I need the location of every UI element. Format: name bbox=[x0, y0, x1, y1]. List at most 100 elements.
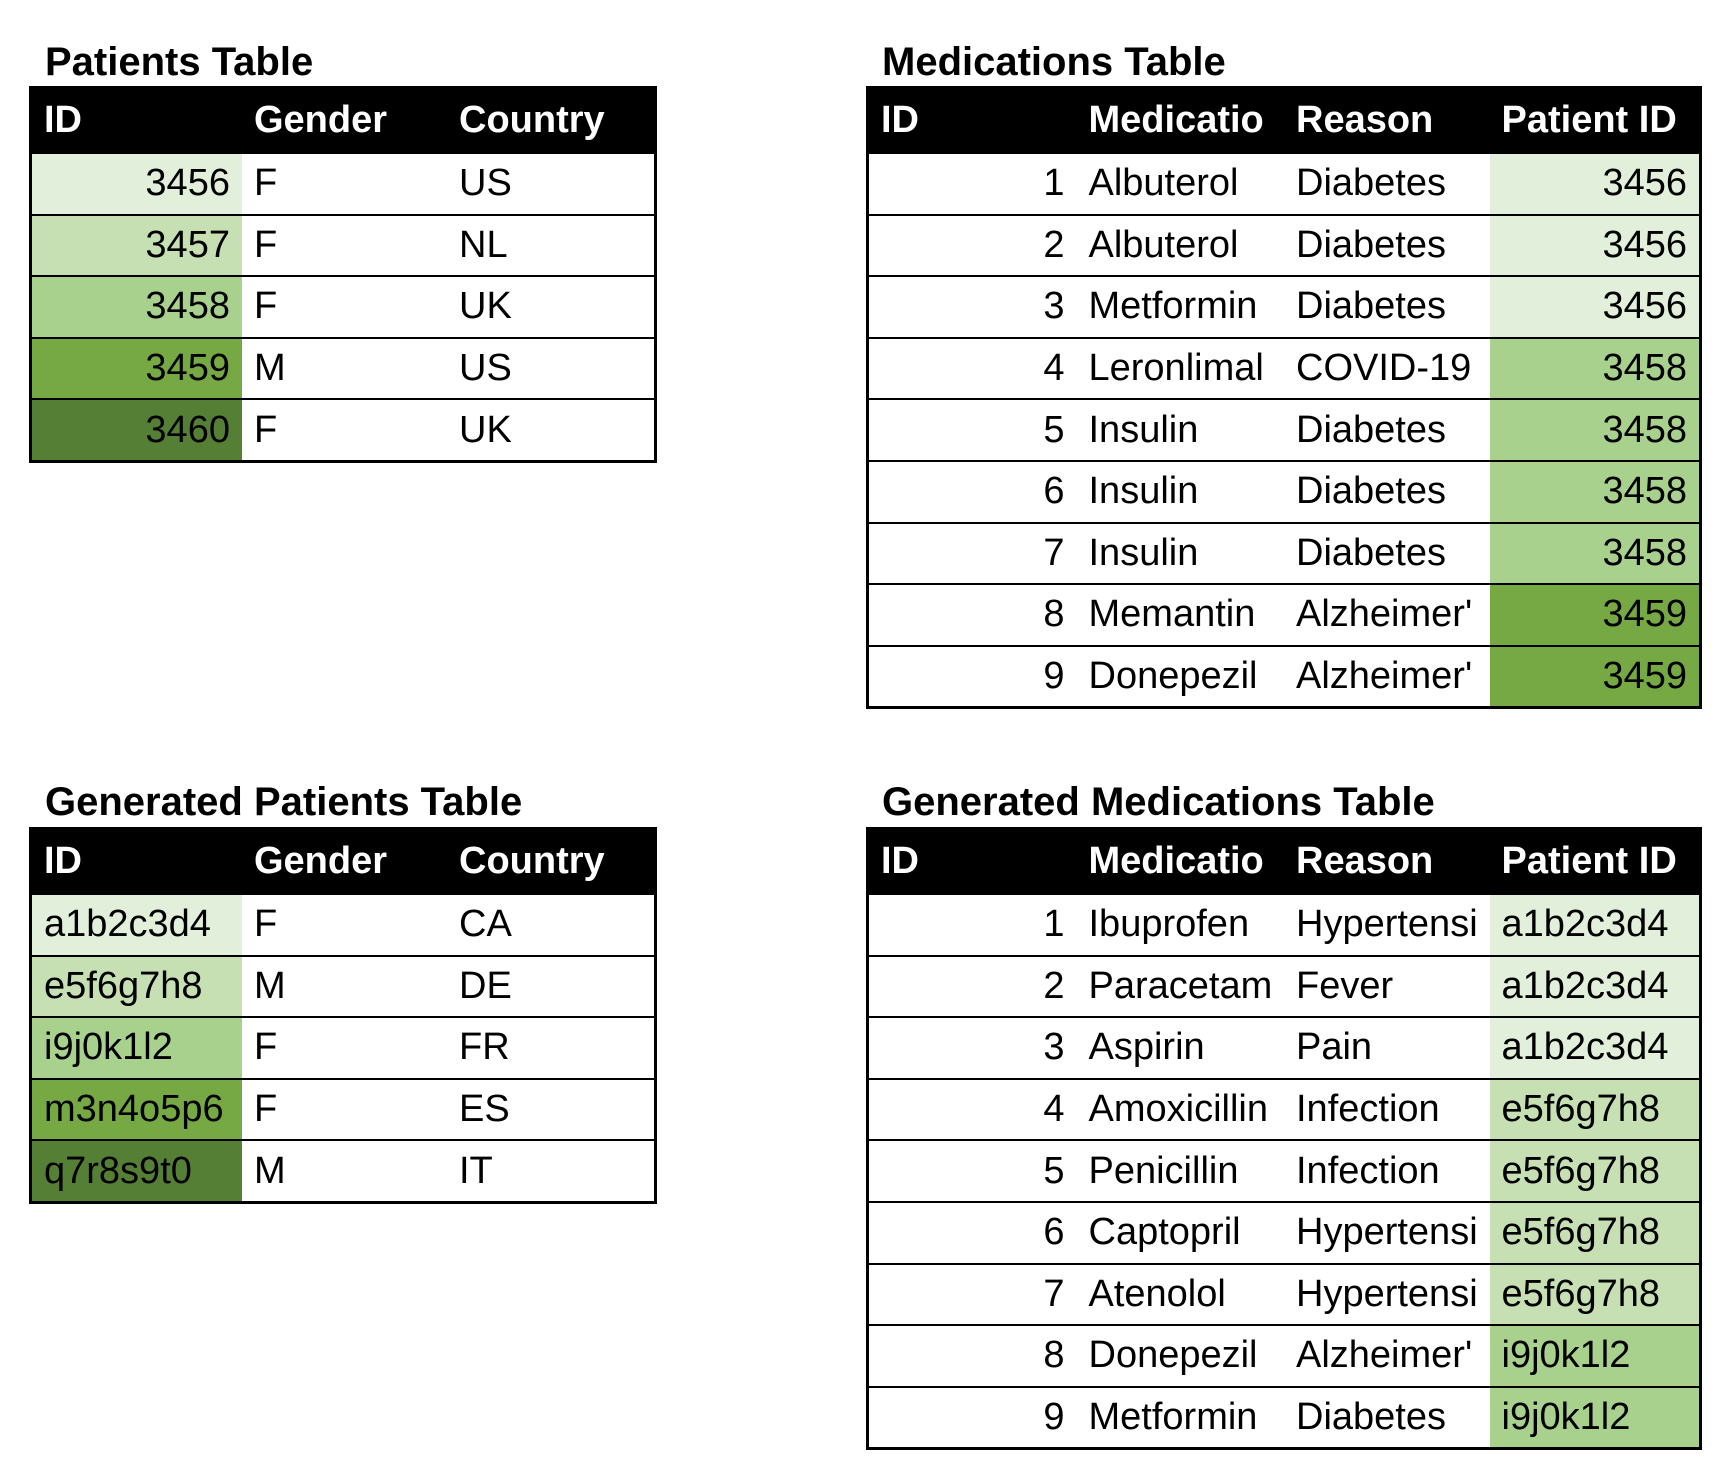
table-cell: Diabetes bbox=[1296, 1396, 1446, 1439]
table-cell: 3458 bbox=[1489, 338, 1699, 399]
table-cell: i9j0k1l2 bbox=[1489, 1326, 1699, 1386]
table-cell: F bbox=[253, 408, 278, 451]
table-cell: 7 bbox=[1043, 1272, 1065, 1315]
table-cell: F bbox=[253, 1026, 278, 1069]
column-header: Medicatio bbox=[1088, 99, 1264, 141]
table-cell: a1b2c3d4 bbox=[1489, 1018, 1699, 1078]
table-row: 1 Ibuprofen Hypertensi a1b2c3d4 bbox=[869, 893, 1699, 955]
table-cell: Ibuprofen bbox=[1088, 903, 1250, 946]
table-cell: e5f6g7h8 bbox=[1489, 1202, 1699, 1263]
table-row: 3458 F UK bbox=[32, 275, 654, 337]
table-cell: q7r8s9t0 bbox=[32, 1141, 242, 1201]
column-header: Gender bbox=[253, 99, 388, 141]
table-row: i9j0k1l2 F FR bbox=[32, 1016, 654, 1078]
table-cell: 2 bbox=[1043, 223, 1065, 266]
table-cell: Hypertensi bbox=[1296, 903, 1478, 946]
table-row: 6 Insulin Diabetes 3458 bbox=[869, 459, 1699, 522]
table-cell: ES bbox=[459, 1088, 510, 1131]
header-row: ID Medicatio Reason Patient ID bbox=[869, 830, 1699, 893]
table-cell: F bbox=[253, 285, 278, 328]
table-row: 3459 M US bbox=[32, 336, 654, 399]
header-row: ID Gender Country bbox=[32, 830, 654, 893]
table-cell: Donepezil bbox=[1088, 1334, 1258, 1377]
table-cell: 3 bbox=[1043, 285, 1065, 328]
table-cell: e5f6g7h8 bbox=[1489, 1264, 1699, 1325]
table-cell: UK bbox=[459, 408, 512, 451]
table-title: Generated Medications Table bbox=[882, 780, 1435, 824]
table-row: m3n4o5p6 F ES bbox=[32, 1077, 654, 1140]
table-cell: Insulin bbox=[1088, 470, 1199, 513]
table-row: 4 Amoxicillin Infection e5f6g7h8 bbox=[869, 1077, 1699, 1140]
table-row: 9 Metformin Diabetes i9j0k1l2 bbox=[869, 1385, 1699, 1448]
column-header: Medicatio bbox=[1088, 840, 1264, 882]
table-row: 2 Paracetam Fever a1b2c3d4 bbox=[869, 954, 1699, 1017]
table-row: 5 Insulin Diabetes 3458 bbox=[869, 398, 1699, 460]
column-header: Country bbox=[459, 840, 605, 882]
table-cell: Diabetes bbox=[1296, 470, 1446, 513]
table-cell: Insulin bbox=[1088, 408, 1199, 451]
table-cell: F bbox=[253, 903, 278, 946]
column-header: Reason bbox=[1296, 840, 1434, 882]
table-cell: Donepezil bbox=[1088, 655, 1258, 698]
table-cell: Metformin bbox=[1088, 285, 1258, 328]
table-cell: Alzheimer' bbox=[1296, 655, 1473, 698]
table-cell: M bbox=[253, 1149, 286, 1192]
column-header: Patient ID bbox=[1501, 840, 1677, 882]
table-cell: 9 bbox=[1043, 655, 1065, 698]
table-cell: 4 bbox=[1043, 1088, 1065, 1131]
table-cell: Infection bbox=[1296, 1149, 1440, 1192]
table-cell: Diabetes bbox=[1296, 223, 1446, 266]
table-cell: 3 bbox=[1043, 1026, 1065, 1069]
table-cell: F bbox=[253, 1088, 278, 1131]
table-cell: IT bbox=[459, 1149, 493, 1192]
table-cell: Hypertensi bbox=[1296, 1272, 1478, 1315]
table-cell: Insulin bbox=[1088, 531, 1199, 574]
table-cell: 3458 bbox=[1489, 461, 1699, 522]
table-cell: 9 bbox=[1043, 1396, 1065, 1439]
table-title: Medications Table bbox=[882, 40, 1226, 84]
table: ID Medicatio Reason Patient ID 1 Ibuprofen Hyp… bbox=[866, 827, 1702, 1451]
table-row: 3460 F UK bbox=[32, 398, 654, 460]
table-cell: US bbox=[459, 162, 512, 205]
table-cell: 5 bbox=[1043, 408, 1065, 451]
table-cell: Amoxicillin bbox=[1088, 1088, 1268, 1131]
table-cell: Pain bbox=[1296, 1026, 1373, 1069]
table-cell: M bbox=[253, 964, 286, 1007]
column-header: ID bbox=[881, 840, 919, 882]
table-cell: Captopril bbox=[1088, 1211, 1241, 1254]
table-cell: Albuterol bbox=[1088, 162, 1239, 205]
table-cell: Aspirin bbox=[1088, 1026, 1205, 1069]
table-cell: 2 bbox=[1043, 964, 1065, 1007]
table-cell: 3458 bbox=[1489, 400, 1699, 460]
table-cell: Fever bbox=[1296, 964, 1394, 1007]
table-cell: e5f6g7h8 bbox=[32, 956, 242, 1017]
table-cell: COVID-19 bbox=[1296, 347, 1472, 390]
table-row: a1b2c3d4 F CA bbox=[32, 893, 654, 955]
table-cell: 8 bbox=[1043, 1334, 1065, 1377]
table-cell: 8 bbox=[1043, 593, 1065, 636]
table-cell: Paracetam bbox=[1088, 964, 1273, 1007]
table-cell: 7 bbox=[1043, 531, 1065, 574]
table-cell: a1b2c3d4 bbox=[1489, 956, 1699, 1017]
table-cell: Penicillin bbox=[1088, 1149, 1239, 1192]
table-title: Patients Table bbox=[45, 40, 314, 84]
table-cell: 5 bbox=[1043, 1149, 1065, 1192]
table-cell: Diabetes bbox=[1296, 162, 1446, 205]
table-cell: 3456 bbox=[32, 154, 242, 214]
table-row: 7 Insulin Diabetes 3458 bbox=[869, 521, 1699, 584]
table-cell: 3456 bbox=[1489, 277, 1699, 337]
table-cell: e5f6g7h8 bbox=[1489, 1079, 1699, 1140]
table-cell: m3n4o5p6 bbox=[32, 1079, 242, 1140]
table-cell: i9j0k1l2 bbox=[32, 1018, 242, 1078]
column-header: ID bbox=[44, 840, 82, 882]
table-row: e5f6g7h8 M DE bbox=[32, 954, 654, 1017]
table-row: 3 Metformin Diabetes 3456 bbox=[869, 275, 1699, 337]
table: ID Gender Country a1b2c3d4 F CA e5f6g7h8 M DE i9j… bbox=[29, 827, 657, 1204]
table: ID Gender Country 3456 F US 3457 F NL 3458 F UK 3459… bbox=[29, 86, 657, 463]
header-row: ID Gender Country bbox=[32, 89, 654, 152]
table-cell: 6 bbox=[1043, 470, 1065, 513]
table-cell: 3457 bbox=[32, 215, 242, 276]
table-cell: Alzheimer' bbox=[1296, 1334, 1473, 1377]
table-cell: 3456 bbox=[1489, 215, 1699, 276]
table-cell: 3459 bbox=[1489, 646, 1699, 707]
